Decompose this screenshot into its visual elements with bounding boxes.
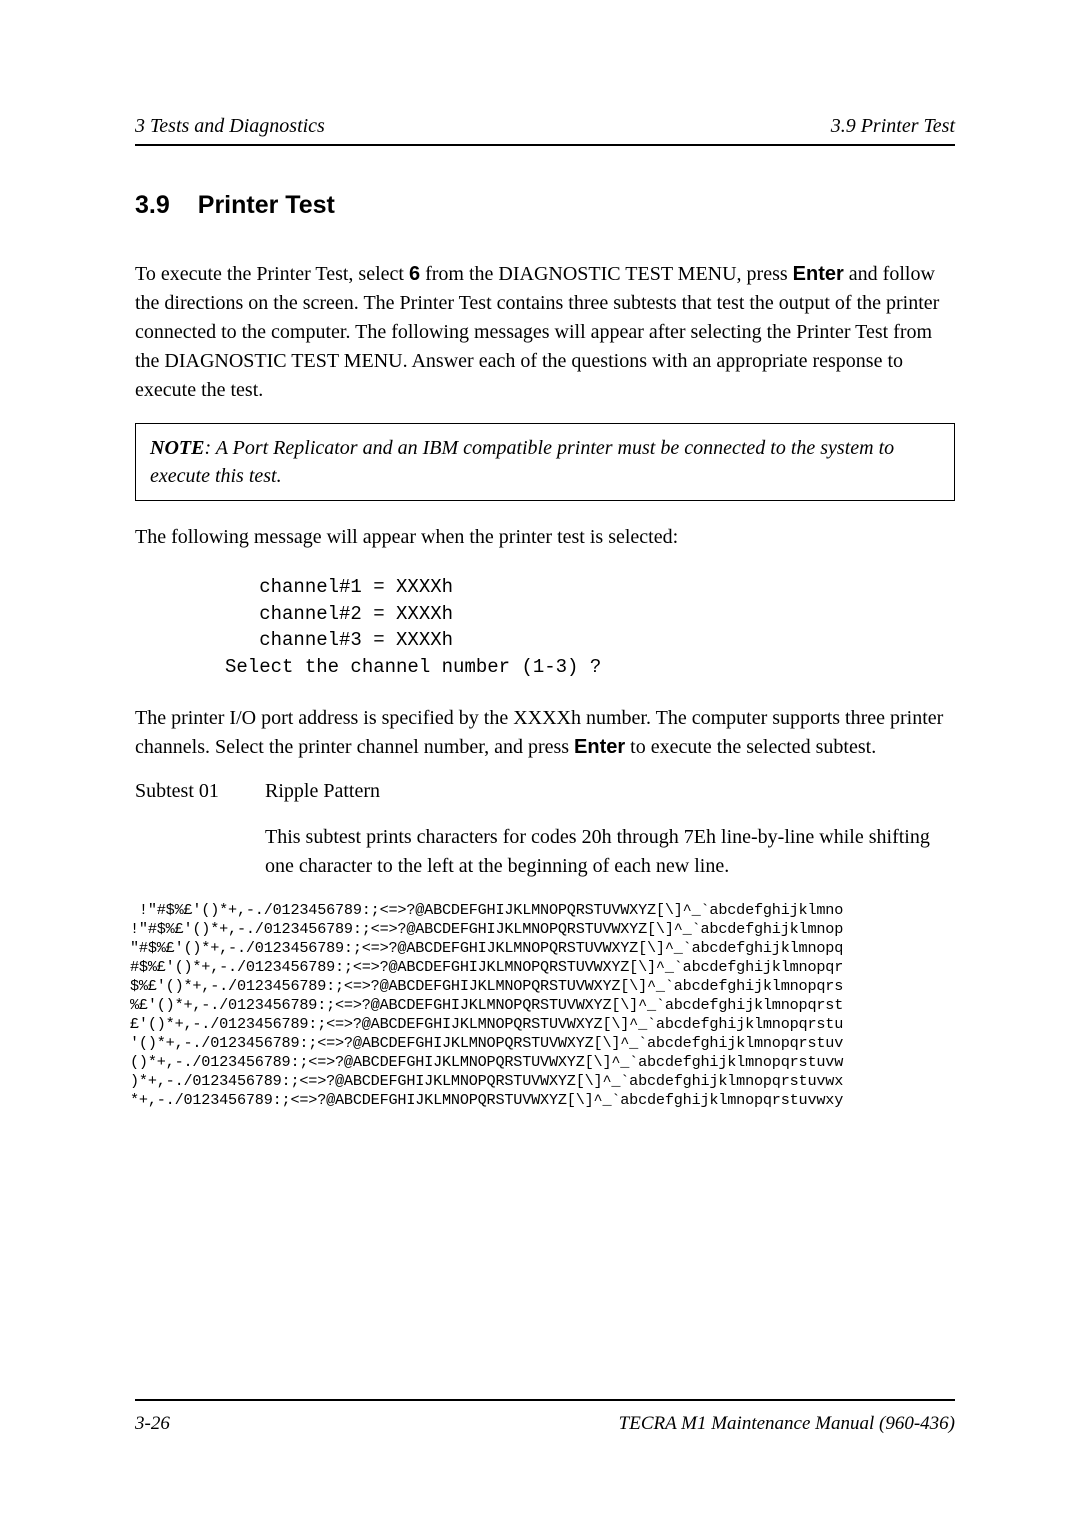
note-box: NOTE: A Port Replicator and an IBM compa… (135, 423, 955, 501)
intro-key-enter: Enter (793, 263, 844, 285)
footer-manual-title: TECRA M1 Maintenance Manual (960-436) (619, 1413, 955, 1435)
header-right: 3.9 Printer Test (831, 115, 955, 138)
note-text: : A Port Replicator and an IBM compatibl… (150, 437, 894, 487)
intro-text-1: To execute the Printer Test, select (135, 263, 409, 285)
section-title: 3.9 Printer Test (135, 191, 955, 220)
page: 3 Tests and Diagnostics 3.9 Printer Test… (0, 0, 1080, 1525)
section-number: 3.9 (135, 191, 170, 220)
subtest-row: Subtest 01 Ripple Pattern (135, 780, 955, 803)
ripple-line: !"#$%£'()*+,-./0123456789:;<=>?@ABCDEFGH… (130, 920, 843, 938)
footer-page-number: 3-26 (135, 1413, 170, 1435)
ripple-line: '()*+,-./0123456789:;<=>?@ABCDEFGHIJKLMN… (130, 1034, 843, 1052)
port-text-2: to execute the selected subtest. (625, 736, 876, 758)
port-key-enter: Enter (574, 736, 625, 758)
note-label: NOTE (150, 437, 204, 459)
ripple-line: #$%£'()*+,-./0123456789:;<=>?@ABCDEFGHIJ… (130, 958, 843, 976)
subtest-description: This subtest prints characters for codes… (265, 823, 955, 881)
channel-code-block: channel#1 = XXXXh channel#2 = XXXXh chan… (225, 574, 955, 680)
ripple-line: %£'()*+,-./0123456789:;<=>?@ABCDEFGHIJKL… (130, 996, 843, 1014)
ripple-line: $%£'()*+,-./0123456789:;<=>?@ABCDEFGHIJK… (130, 977, 843, 995)
code-line-4: Select the channel number (1-3) ? (225, 656, 601, 678)
code-line-3: channel#3 = XXXXh (225, 629, 453, 651)
code-line-1: channel#1 = XXXXh (225, 576, 453, 598)
ripple-line: £'()*+,-./0123456789:;<=>?@ABCDEFGHIJKLM… (130, 1015, 843, 1033)
header-left: 3 Tests and Diagnostics (135, 115, 325, 138)
ripple-line: "#$%£'()*+,-./0123456789:;<=>?@ABCDEFGHI… (130, 939, 843, 957)
message-intro: The following message will appear when t… (135, 523, 955, 552)
page-header: 3 Tests and Diagnostics 3.9 Printer Test (135, 115, 955, 146)
ripple-line: *+,-./0123456789:;<=>?@ABCDEFGHIJKLMNOPQ… (130, 1091, 843, 1109)
code-line-2: channel#2 = XXXXh (225, 603, 453, 625)
subtest-label: Subtest 01 (135, 780, 265, 803)
ripple-line: )*+,-./0123456789:;<=>?@ABCDEFGHIJKLMNOP… (130, 1072, 843, 1090)
port-paragraph: The printer I/O port address is specifie… (135, 704, 955, 762)
intro-key-6: 6 (409, 263, 420, 285)
ripple-line: !"#$%£'()*+,-./0123456789:;<=>?@ABCDEFGH… (130, 901, 843, 919)
intro-paragraph: To execute the Printer Test, select 6 fr… (135, 260, 955, 405)
subtest-name: Ripple Pattern (265, 780, 955, 803)
ripple-output: !"#$%£'()*+,-./0123456789:;<=>?@ABCDEFGH… (130, 901, 955, 1110)
ripple-line: ()*+,-./0123456789:;<=>?@ABCDEFGHIJKLMNO… (130, 1053, 843, 1071)
intro-text-2: from the DIAGNOSTIC TEST MENU, press (420, 263, 793, 285)
section-name: Printer Test (198, 191, 335, 219)
page-footer: 3-26 TECRA M1 Maintenance Manual (960-43… (135, 1399, 955, 1435)
